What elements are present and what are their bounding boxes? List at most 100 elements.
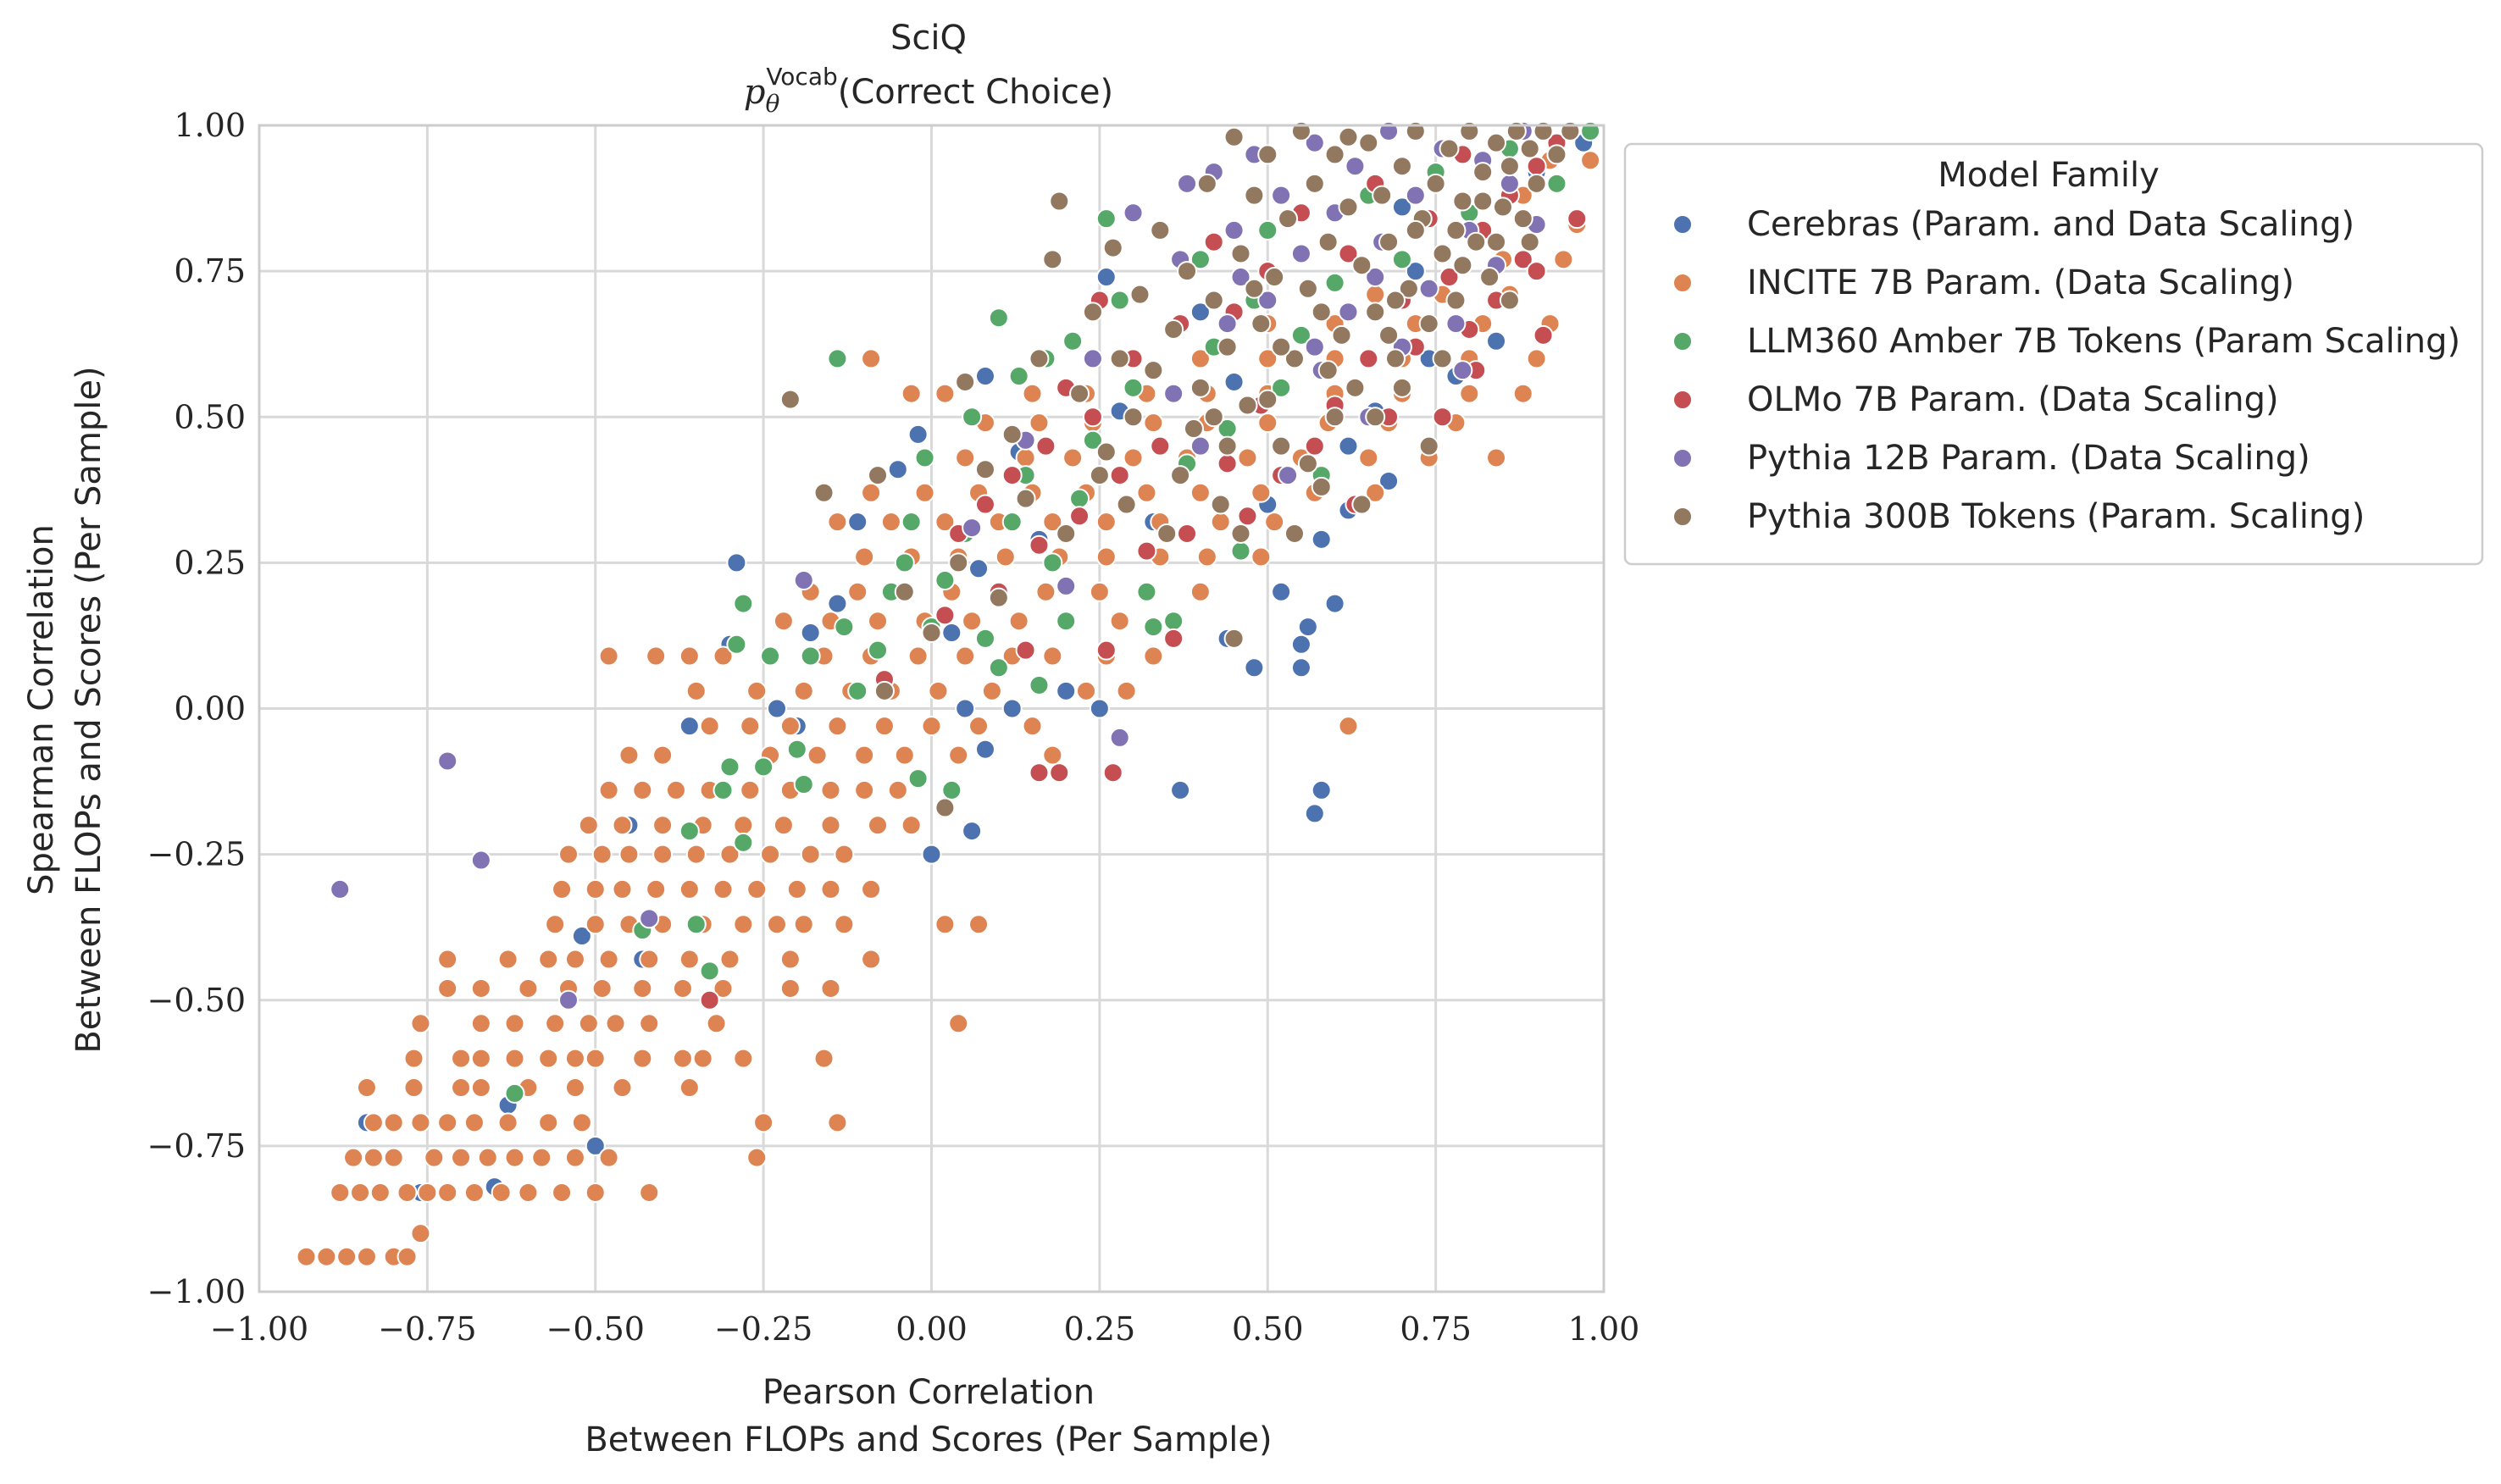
point-incite-7b-param-data-scaling (1338, 716, 1359, 737)
point-pythia-300b-tokens-param-scaling (1089, 465, 1110, 486)
legend-marker (1672, 507, 1693, 527)
point-incite-7b-param-data-scaling (861, 949, 882, 970)
point-incite-7b-param-data-scaling (901, 383, 922, 404)
point-cerebras-param-and-data-scaling (1170, 779, 1191, 800)
point-pythia-12b-param-data-scaling (1499, 173, 1520, 194)
point-pythia-300b-tokens-param-scaling (1472, 162, 1494, 183)
point-pythia-12b-param-data-scaling (470, 850, 491, 871)
point-pythia-300b-tokens-param-scaling (1271, 336, 1292, 357)
point-pythia-300b-tokens-param-scaling (1278, 208, 1299, 230)
point-pythia-300b-tokens-param-scaling (1425, 173, 1446, 194)
point-pythia-300b-tokens-param-scaling (1297, 453, 1318, 474)
point-llm360-amber-7b-tokens-param-scaling (988, 307, 1009, 329)
point-llm360-amber-7b-tokens-param-scaling (1163, 611, 1184, 632)
point-pythia-300b-tokens-param-scaling (1311, 302, 1332, 323)
point-pythia-300b-tokens-param-scaling (948, 552, 969, 573)
point-incite-7b-param-data-scaling (1553, 249, 1574, 270)
point-incite-7b-param-data-scaling (383, 1112, 404, 1133)
point-incite-7b-param-data-scaling (437, 949, 458, 970)
point-pythia-300b-tokens-param-scaling (1519, 231, 1540, 252)
point-incite-7b-param-data-scaling (598, 949, 619, 970)
point-pythia-300b-tokens-param-scaling (1082, 302, 1103, 323)
point-incite-7b-param-data-scaling (1365, 482, 1386, 503)
legend-marker (1672, 448, 1693, 468)
point-incite-7b-param-data-scaling (598, 779, 619, 800)
point-incite-7b-param-data-scaling (1029, 413, 1050, 434)
point-pythia-300b-tokens-param-scaling (1183, 418, 1204, 440)
point-pythia-12b-param-data-scaling (1290, 243, 1312, 264)
point-incite-7b-param-data-scaling (868, 611, 889, 632)
point-incite-7b-param-data-scaling (410, 1013, 431, 1034)
point-incite-7b-param-data-scaling (437, 1112, 458, 1133)
legend-label: Cerebras (Param. and Data Scaling) (1747, 205, 2354, 244)
point-cerebras-param-and-data-scaling (1271, 581, 1292, 602)
point-incite-7b-param-data-scaling (451, 1077, 472, 1099)
point-incite-7b-param-data-scaling (437, 1182, 458, 1203)
point-incite-7b-param-data-scaling (934, 512, 956, 533)
point-pythia-300b-tokens-param-scaling (1311, 476, 1332, 497)
point-cerebras-param-and-data-scaling (1190, 302, 1211, 323)
point-llm360-amber-7b-tokens-param-scaling (1190, 249, 1211, 270)
point-llm360-amber-7b-tokens-param-scaling (914, 447, 935, 468)
point-incite-7b-param-data-scaling (1015, 447, 1036, 468)
point-incite-7b-param-data-scaling (672, 977, 693, 999)
point-olmo-7b-param-data-scaling (934, 605, 956, 626)
point-incite-7b-param-data-scaling (538, 949, 559, 970)
point-llm360-amber-7b-tokens-param-scaling (894, 552, 915, 573)
legend-label: Pythia 12B Param. (Data Scaling) (1747, 439, 2310, 478)
point-cerebras-param-and-data-scaling (962, 821, 983, 842)
point-incite-7b-param-data-scaling (477, 1147, 498, 1168)
point-incite-7b-param-data-scaling (753, 1112, 774, 1133)
point-incite-7b-param-data-scaling (962, 611, 983, 632)
point-pythia-300b-tokens-param-scaling (1365, 302, 1386, 323)
point-incite-7b-param-data-scaling (713, 977, 734, 999)
point-llm360-amber-7b-tokens-param-scaling (793, 774, 814, 795)
point-pythia-300b-tokens-param-scaling (1177, 261, 1198, 282)
point-pythia-12b-param-data-scaling (1257, 290, 1278, 311)
point-incite-7b-param-data-scaling (585, 914, 606, 935)
point-cerebras-param-and-data-scaling (766, 698, 787, 719)
point-cerebras-param-and-data-scaling (955, 698, 976, 719)
point-llm360-amber-7b-tokens-param-scaling (1257, 219, 1278, 241)
point-incite-7b-param-data-scaling (552, 1182, 573, 1203)
point-pythia-300b-tokens-param-scaling (1418, 435, 1439, 457)
point-incite-7b-param-data-scaling (981, 680, 1002, 701)
point-incite-7b-param-data-scaling (921, 716, 942, 737)
point-pythia-300b-tokens-param-scaling (1271, 435, 1292, 457)
point-incite-7b-param-data-scaling (779, 949, 801, 970)
point-incite-7b-param-data-scaling (740, 779, 761, 800)
point-pythia-300b-tokens-param-scaling (1338, 126, 1359, 147)
point-pythia-300b-tokens-param-scaling (1049, 191, 1070, 212)
point-incite-7b-param-data-scaling (612, 1077, 633, 1099)
point-incite-7b-param-data-scaling (518, 1182, 539, 1203)
point-incite-7b-param-data-scaling (363, 1147, 384, 1168)
x-tick-label: 0.00 (896, 1310, 968, 1348)
point-pythia-300b-tokens-param-scaling (1223, 126, 1245, 147)
point-incite-7b-param-data-scaling (1022, 383, 1043, 404)
point-pythia-300b-tokens-param-scaling (1156, 523, 1178, 544)
point-llm360-amber-7b-tokens-param-scaling (1069, 488, 1090, 509)
point-incite-7b-param-data-scaling (1095, 546, 1117, 568)
point-pythia-300b-tokens-param-scaling (1391, 156, 1412, 177)
point-llm360-amber-7b-tokens-param-scaling (1324, 272, 1345, 293)
point-incite-7b-param-data-scaling (316, 1246, 337, 1267)
point-incite-7b-param-data-scaling (639, 1013, 660, 1034)
point-incite-7b-param-data-scaling (356, 1246, 377, 1267)
point-incite-7b-param-data-scaling (995, 546, 1016, 568)
point-incite-7b-param-data-scaling (1196, 546, 1217, 568)
point-pythia-300b-tokens-param-scaling (1338, 197, 1359, 218)
point-olmo-7b-param-data-scaling (699, 989, 720, 1011)
point-cerebras-param-and-data-scaling (1378, 470, 1400, 491)
point-pythia-300b-tokens-param-scaling (1452, 255, 1473, 276)
point-pythia-300b-tokens-param-scaling (1109, 348, 1130, 369)
point-incite-7b-param-data-scaling (779, 716, 801, 737)
point-incite-7b-param-data-scaling (1042, 745, 1063, 766)
point-incite-7b-param-data-scaling (692, 1048, 713, 1069)
plot-frame (258, 124, 1605, 1293)
point-pythia-300b-tokens-param-scaling (1210, 494, 1231, 515)
point-incite-7b-param-data-scaling (552, 878, 573, 900)
point-olmo-7b-param-data-scaling (1095, 640, 1117, 661)
point-incite-7b-param-data-scaling (646, 645, 667, 667)
point-pythia-300b-tokens-param-scaling (1116, 494, 1137, 515)
point-incite-7b-param-data-scaling (618, 844, 640, 865)
